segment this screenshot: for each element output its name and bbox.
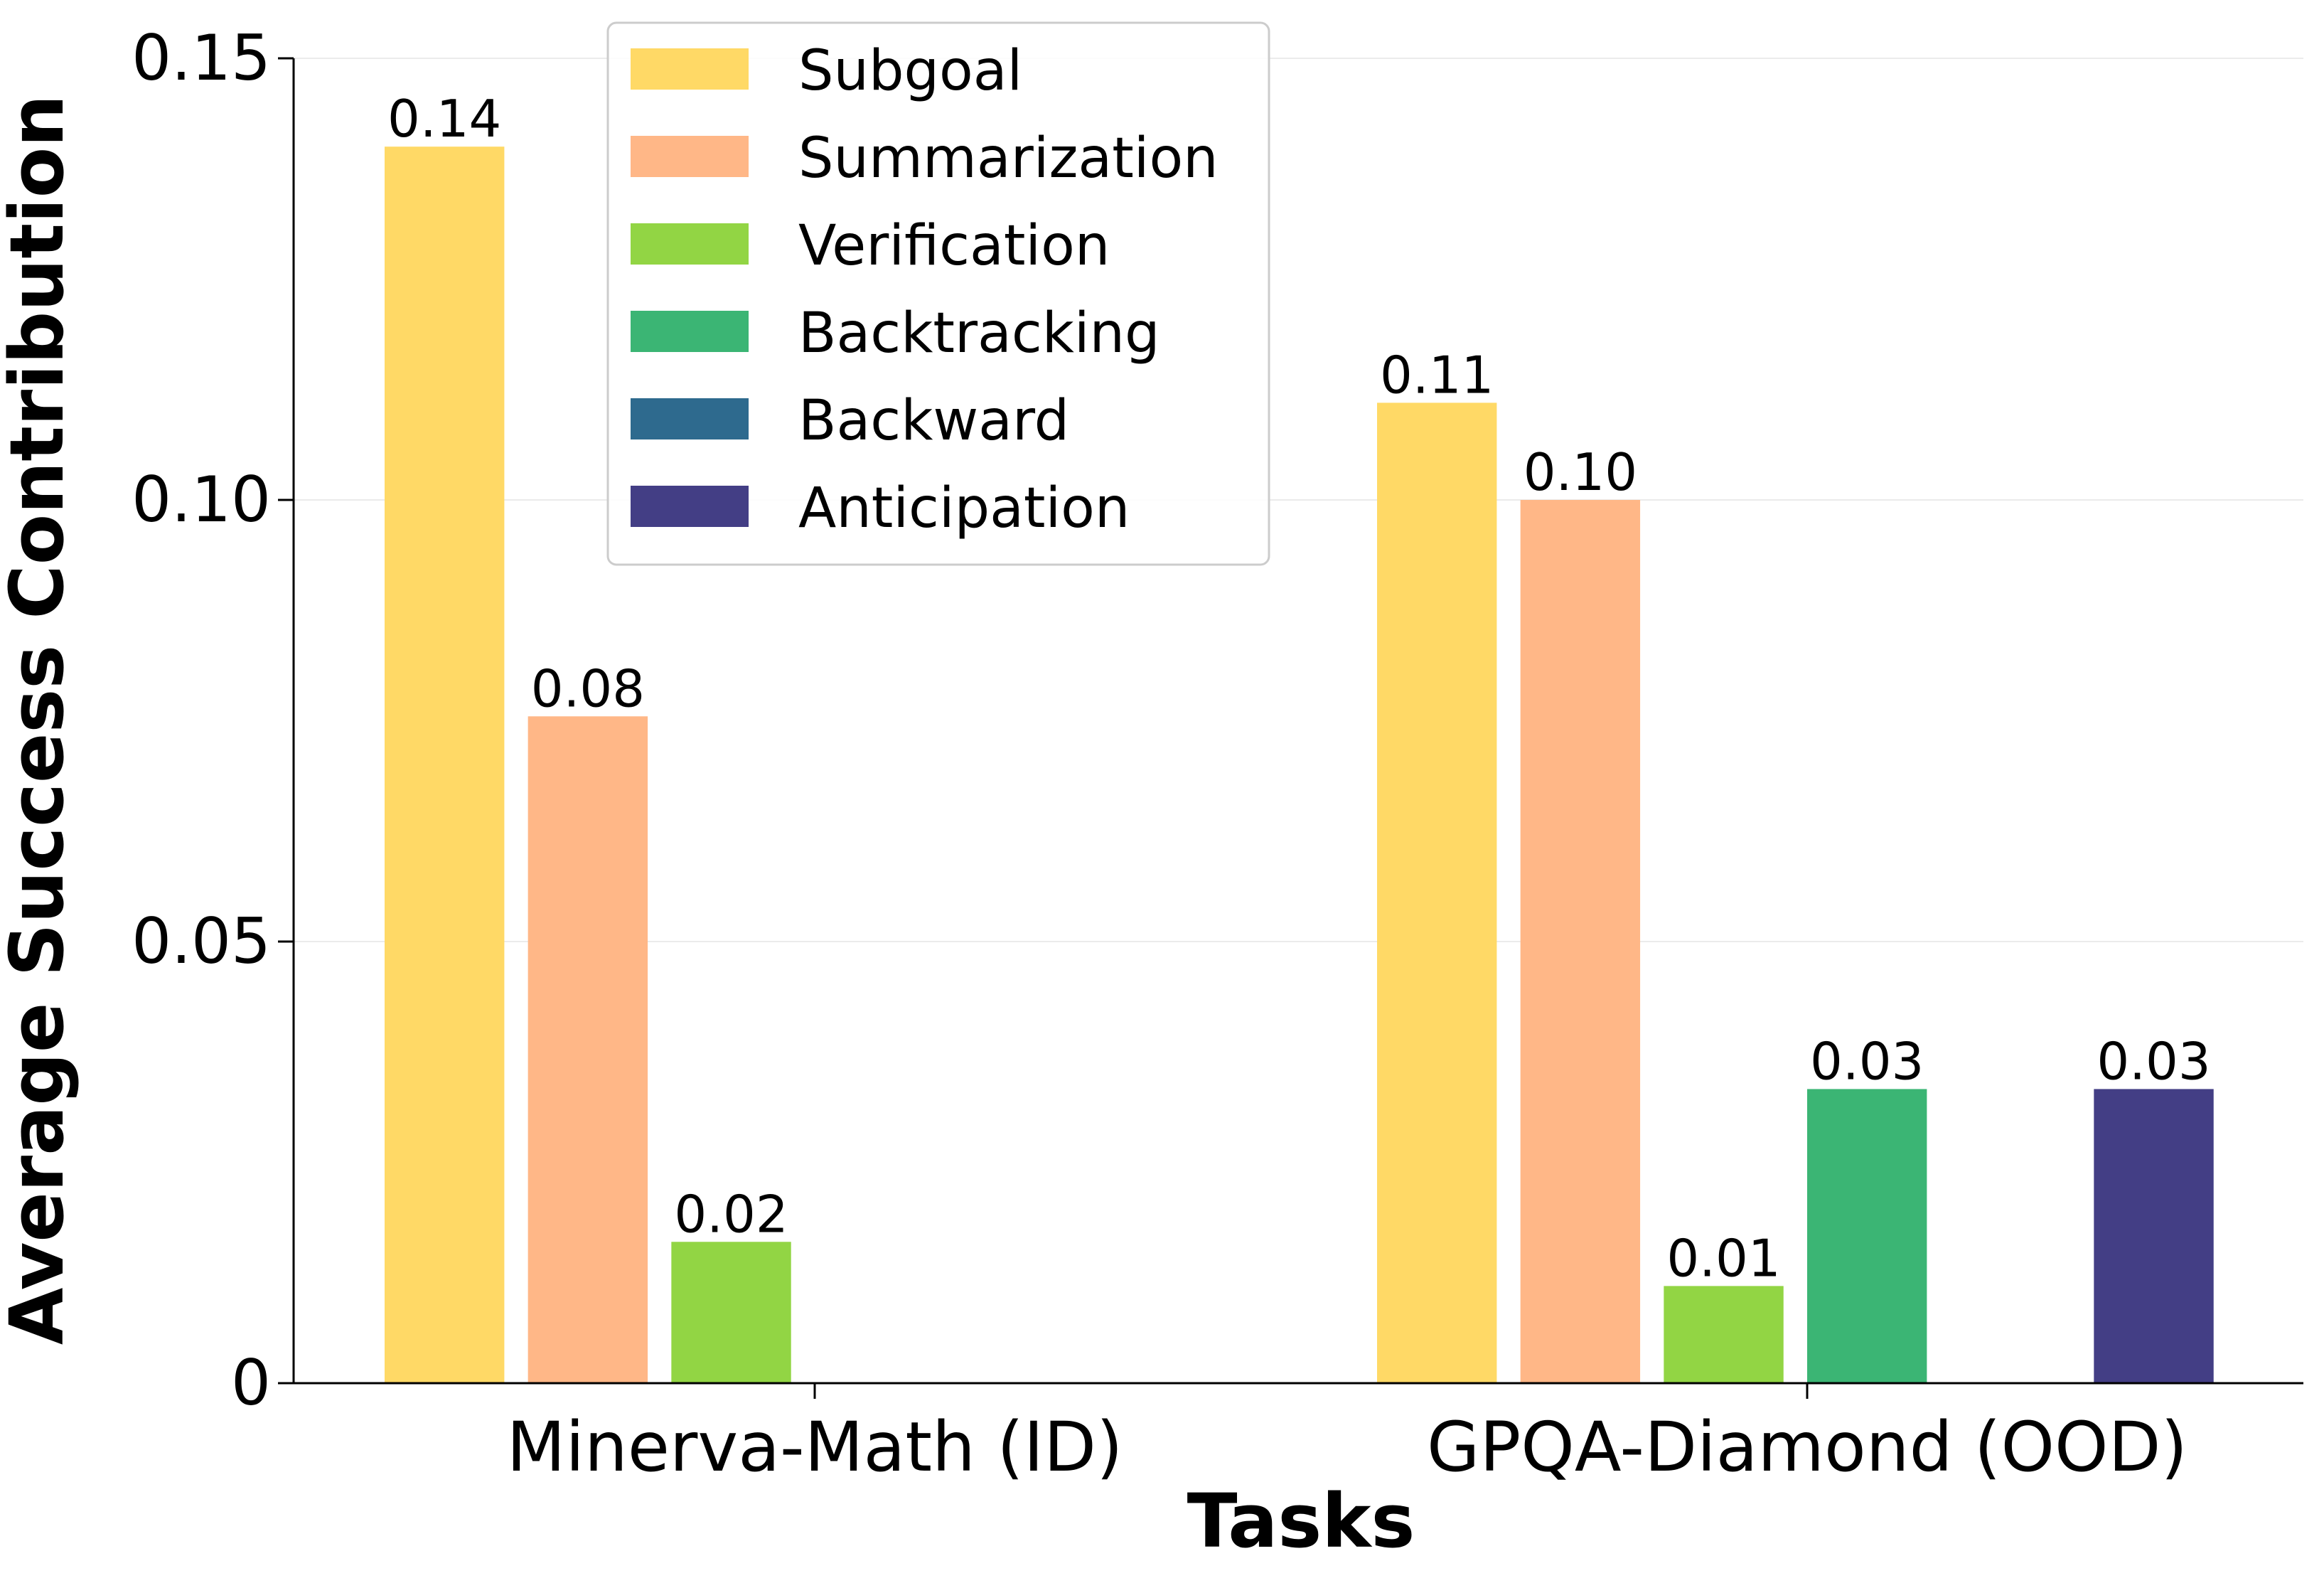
x-tick-label-gpqa-diamond-ood: GPQA-Diamond (OOD) (1427, 1407, 2188, 1487)
y-tick-label-0-15: 0.15 (132, 21, 271, 95)
data-label-backtracking-gpqa-diamond-ood: 0.03 (1810, 1031, 1924, 1091)
legend-swatch-backward (631, 398, 749, 439)
y-tick-label-0-10: 0.10 (132, 463, 271, 536)
data-label-verification-gpqa-diamond-ood: 0.01 (1666, 1228, 1780, 1288)
axes: 0 0.05 0.10 0.15 Minerva-Math (ID) GPQA-Diamo… (132, 21, 2303, 1487)
bar-subgoal-minerva-math-id (385, 146, 505, 1384)
bars (385, 146, 2214, 1384)
legend-label-verification: Verification (798, 214, 1110, 278)
legend: Subgoal Summarization Verification Backtrac… (606, 21, 1270, 566)
x-tick-label-minerva-math-id: Minerva-Math (ID) (507, 1407, 1123, 1487)
data-label-summarization-minerva-math-id: 0.08 (531, 659, 645, 718)
data-label-verification-minerva-math-id: 0.02 (674, 1184, 788, 1244)
bar-summarization-gpqa-diamond-ood (1520, 500, 1641, 1383)
bar-verification-gpqa-diamond-ood (1664, 1286, 1784, 1383)
data-label-summarization-gpqa-diamond-ood: 0.10 (1524, 442, 1637, 502)
bar-anticipation-gpqa-diamond-ood (2094, 1089, 2214, 1383)
legend-label-subgoal: Subgoal (798, 39, 1022, 103)
legend-swatch-summarization (631, 136, 749, 177)
data-label-anticipation-gpqa-diamond-ood: 0.03 (2097, 1031, 2210, 1091)
legend-swatch-anticipation (631, 486, 749, 527)
y-axis-title: Average Success Contribution (0, 95, 80, 1345)
x-axis-title: Tasks (1187, 1478, 1415, 1565)
legend-label-anticipation: Anticipation (798, 476, 1130, 540)
y-tick-label-0-05: 0.05 (132, 905, 271, 978)
legend-label-backward: Backward (798, 389, 1069, 453)
legend-swatch-verification (631, 223, 749, 265)
bar-summarization-minerva-math-id (528, 716, 648, 1383)
data-label-subgoal-gpqa-diamond-ood: 0.11 (1380, 345, 1494, 405)
data-label-subgoal-minerva-math-id: 0.14 (387, 89, 501, 149)
legend-label-summarization: Summarization (798, 127, 1219, 191)
data-labels: 0.14 0.08 0.02 0.11 0.10 0.01 0.03 0.03 (387, 89, 2211, 1288)
legend-box (606, 21, 1270, 566)
bar-subgoal-gpqa-diamond-ood (1377, 403, 1497, 1383)
bar-verification-minerva-math-id (671, 1242, 791, 1383)
y-tick-label-0: 0 (231, 1346, 271, 1419)
legend-swatch-backtracking (631, 311, 749, 352)
bar-backtracking-gpqa-diamond-ood (1807, 1089, 1927, 1383)
legend-swatch-subgoal (631, 48, 749, 90)
legend-label-backtracking: Backtracking (798, 302, 1160, 366)
